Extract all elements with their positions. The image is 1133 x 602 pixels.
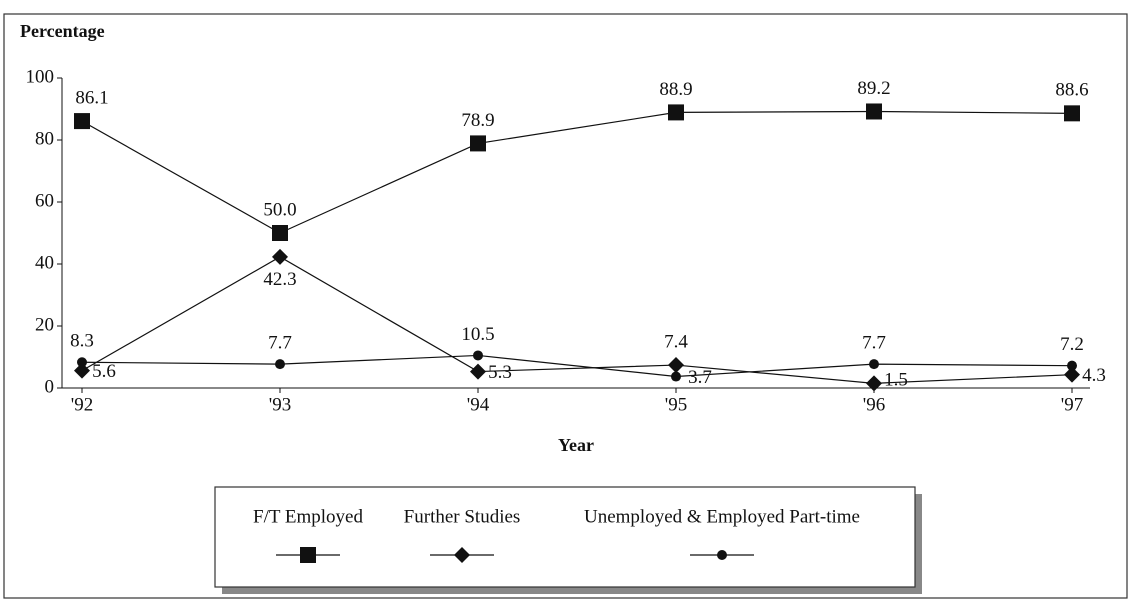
data-label: 7.4 — [664, 331, 688, 352]
data-label: 78.9 — [461, 110, 494, 131]
marker-circle — [717, 550, 727, 560]
data-label: 1.5 — [884, 370, 908, 391]
marker-square — [300, 547, 316, 563]
series-line — [81, 256, 1073, 384]
data-label: 5.3 — [488, 362, 512, 383]
marker-square — [1064, 105, 1080, 122]
marker-circle — [275, 359, 285, 370]
data-label: 89.2 — [857, 78, 890, 99]
x-tick-label: '93 — [269, 394, 291, 415]
frame — [3, 13, 1128, 599]
y-tick-label: 100 — [26, 66, 55, 87]
x-axis-title: Year — [558, 435, 594, 455]
x-tick-label: '97 — [1061, 394, 1083, 415]
x-tick-label: '96 — [863, 394, 885, 415]
legend-label: F/T Employed — [253, 506, 363, 527]
marker-circle — [671, 371, 681, 382]
data-label: 3.7 — [688, 367, 712, 388]
marker-diamond — [272, 248, 288, 265]
data-label: 7.7 — [862, 332, 886, 353]
data-label: 42.3 — [263, 269, 296, 290]
marker-diamond — [866, 375, 882, 392]
y-tick-label: 40 — [35, 252, 54, 273]
data-label: 50.0 — [263, 199, 296, 220]
marker-diamond — [454, 547, 470, 563]
data-label: 7.7 — [268, 332, 292, 353]
x-tick-label: '94 — [467, 394, 490, 415]
y-tick-label: 20 — [35, 314, 54, 335]
data-label: 4.3 — [1082, 365, 1106, 386]
marker-circle — [1067, 360, 1077, 371]
data-label: 88.6 — [1055, 80, 1088, 101]
data-label: 5.6 — [92, 361, 116, 382]
marker-diamond — [74, 362, 90, 379]
marker-diamond — [668, 357, 684, 374]
legend-label: Further Studies — [404, 506, 521, 527]
series-line — [81, 110, 1073, 234]
marker-square — [470, 135, 486, 152]
marker-circle — [869, 359, 879, 370]
data-label: 8.3 — [70, 331, 94, 352]
data-label: 88.9 — [659, 79, 692, 100]
marker-circle — [77, 357, 87, 368]
marker-square — [866, 103, 882, 120]
x-tick-label: '92 — [71, 394, 93, 415]
data-label: 86.1 — [75, 87, 108, 108]
x-tick-label: '95 — [665, 394, 687, 415]
series-line — [81, 354, 1073, 378]
marker-square — [668, 104, 684, 121]
y-tick-label: 0 — [45, 376, 55, 397]
marker-diamond — [470, 363, 486, 380]
legend — [214, 486, 916, 588]
data-label: 7.2 — [1060, 334, 1084, 355]
legend-label: Unemployed & Employed Part-time — [584, 506, 860, 527]
marker-square — [272, 225, 288, 241]
data-label: 10.5 — [461, 324, 494, 345]
marker-square — [74, 113, 90, 130]
y-axis-title: Percentage — [20, 21, 105, 41]
marker-circle — [473, 350, 483, 361]
y-tick-label: 80 — [35, 128, 54, 149]
marker-diamond — [1064, 366, 1080, 383]
y-tick-label: 60 — [35, 190, 54, 211]
